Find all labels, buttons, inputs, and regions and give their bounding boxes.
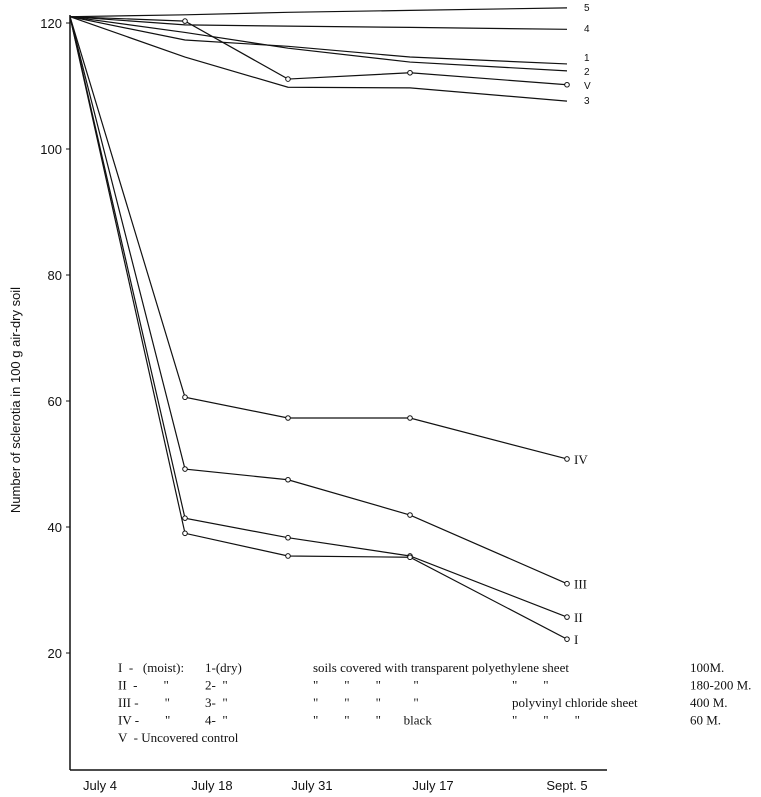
y-tick-label: 100 [40,142,62,157]
legend-text: 180-200 M. [690,678,751,693]
legend: I - (moist): 1-(dry) soils covered with tr… [118,660,751,745]
x-tick-label: July 31 [291,778,332,793]
legend-text: " " [512,678,549,693]
data-point-IV [285,415,291,421]
data-point-III [182,466,188,472]
data-point-V [285,76,291,82]
data-point-I [407,554,413,561]
legend-text: 3- " [205,695,228,710]
series-label-I: I [574,632,578,647]
data-point-II [564,614,570,620]
series-line-4 [69,16,568,30]
data-point-III [285,476,291,483]
legend-text: " " " " [313,695,419,710]
legend-text: IV - " [118,713,170,728]
legend-text: II - " [118,678,169,693]
series-line-III [69,16,568,585]
x-tick-label: July 4 [83,778,117,793]
data-point-II [285,534,291,541]
legend-text: 400 M. [690,695,728,710]
legend-text: " " " black [313,713,432,728]
legend-text: " " " [512,713,580,728]
y-tick-label: 60 [48,394,62,409]
series-label-5: 5 [584,3,590,14]
data-point-I [564,636,570,642]
y-axis-label: Number of sclerotia in 100 g air-dry soi… [8,287,23,513]
legend-text: 1-(dry) [205,660,242,675]
legend-text: 2- " [205,678,228,693]
data-point-IV [564,456,570,462]
y-tick-label: 40 [48,520,62,535]
data-point-V [182,18,188,24]
y-tick-label: 80 [48,268,62,283]
data-point-I [285,553,291,559]
series-label-II: II [574,610,583,625]
legend-text: polyvinyl chloride sheet [512,695,638,710]
legend-text: soils covered with transparent polyethyl… [313,660,569,675]
legend-text: III - " [118,695,170,710]
y-tick-label: 20 [48,646,62,661]
legend-text: I - (moist): [118,660,184,675]
series-line-I [69,16,568,640]
series-line-2 [69,16,568,72]
data-point-III [564,580,570,587]
data-point-V [407,69,413,76]
x-tick-label: Sept. 5 [546,778,587,793]
x-tick-label: July 18 [191,778,232,793]
data-point-II [182,515,188,521]
series-label-3: 3 [584,96,590,107]
data-point-IV [182,394,188,401]
legend-text: 4- " [205,713,228,728]
series-line-3 [69,16,568,102]
axis-ticks: 20 40 60 80 100 120 July 4 July 18 July 31 July 1… [40,16,587,793]
legend-text: 60 M. [690,713,721,728]
data-point-I [182,530,188,537]
legend-text: V - Uncovered control [118,730,239,745]
series-label-4: 4 [584,24,590,35]
series-line-IV [69,16,568,460]
data-point-IV [407,415,413,421]
series-line-5 [69,7,568,18]
series-label-III: III [574,577,587,592]
series-line-II [69,16,568,618]
series-label-2: 2 [584,67,590,78]
series-label-1: 1 [584,53,590,64]
series-label-IV: IV [574,452,588,467]
data-point-III [407,512,413,518]
series-line-1 [69,16,568,65]
series-label-V: V [584,81,591,92]
x-tick-label: July 17 [412,778,453,793]
y-tick-label: 120 [40,16,62,31]
data-point-V [564,81,570,88]
legend-text: 100M. [690,660,724,675]
legend-text: " " " " [313,678,419,693]
